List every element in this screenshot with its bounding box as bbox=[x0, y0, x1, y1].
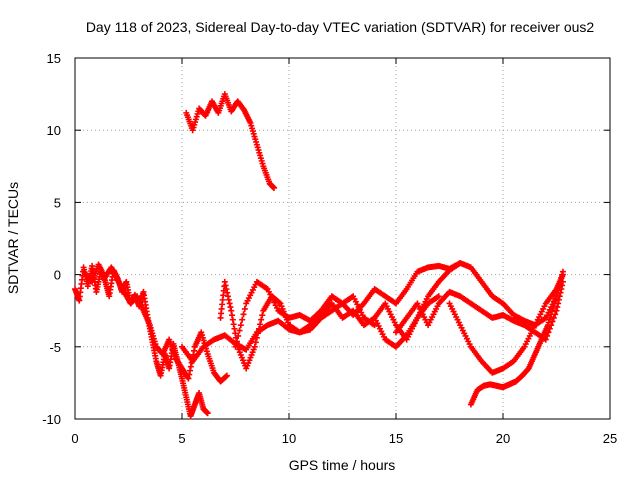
y-tick-label: 0 bbox=[54, 268, 61, 283]
series-line bbox=[470, 281, 562, 405]
y-axis-label: SDTVAR / TECUs bbox=[5, 182, 21, 294]
series-line bbox=[449, 274, 564, 374]
data-series bbox=[72, 91, 566, 420]
series-line bbox=[185, 93, 275, 189]
x-tick-label: 20 bbox=[496, 431, 510, 446]
series-track-2 bbox=[82, 261, 230, 385]
series-track-1 bbox=[72, 262, 211, 420]
series-track-10 bbox=[467, 278, 564, 408]
series-line bbox=[181, 295, 440, 362]
series-line bbox=[235, 262, 461, 347]
x-axis-ticks: 0 5 10 15 20 25 bbox=[71, 58, 617, 446]
grid-lines bbox=[75, 58, 610, 419]
chart-title: Day 118 of 2023, Sidereal Day-to-day VTE… bbox=[86, 19, 595, 35]
series-track-7 bbox=[371, 260, 566, 343]
series-track-8 bbox=[393, 278, 566, 343]
x-axis-label: GPS time / hours bbox=[289, 457, 396, 473]
x-tick-label: 15 bbox=[389, 431, 403, 446]
y-tick-label: -10 bbox=[42, 412, 61, 427]
y-axis-ticks: -10 -5 0 5 10 15 bbox=[42, 51, 610, 427]
y-tick-label: -5 bbox=[49, 340, 61, 355]
series-track-3 bbox=[183, 91, 278, 191]
y-tick-label: 5 bbox=[54, 195, 61, 210]
y-tick-label: 10 bbox=[47, 123, 61, 138]
series-line bbox=[395, 281, 564, 341]
x-tick-label: 0 bbox=[71, 431, 78, 446]
plot-frame bbox=[74, 57, 611, 420]
x-tick-label: 5 bbox=[178, 431, 185, 446]
x-tick-label: 10 bbox=[282, 431, 296, 446]
series-line bbox=[85, 263, 228, 382]
y-tick-label: 15 bbox=[47, 51, 61, 66]
x-tick-label: 25 bbox=[603, 431, 617, 446]
